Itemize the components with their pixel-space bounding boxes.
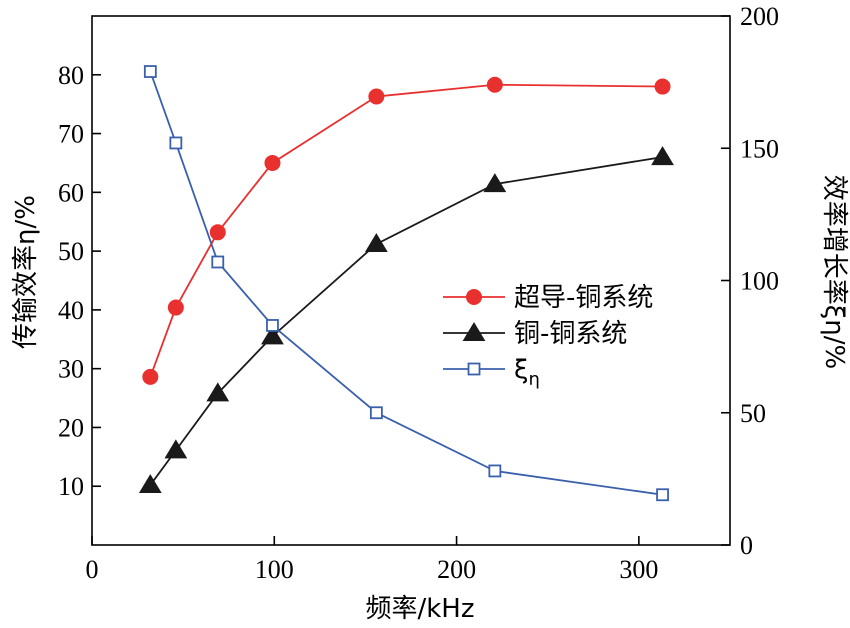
- data-point: [266, 319, 279, 332]
- y-tick-label: 70: [58, 120, 84, 149]
- sc-cu-series: [142, 76, 671, 385]
- data-point: [654, 78, 671, 95]
- x-tick-label: 0: [86, 555, 99, 584]
- data-point: [206, 382, 230, 402]
- y-tick-label: 30: [58, 355, 84, 384]
- data-point: [483, 173, 507, 193]
- legend-marker: [467, 362, 481, 376]
- series-layer: [138, 65, 674, 502]
- y-axis-title: 传输效率η/%: [11, 195, 41, 349]
- x-tick-label: 300: [619, 555, 658, 584]
- data-point: [142, 368, 159, 385]
- data-point: [143, 65, 157, 78]
- data-point: [209, 224, 226, 241]
- y-tick-label: 50: [58, 237, 84, 266]
- legend-label: 铜-铜系统: [514, 319, 627, 349]
- x-axis-title: 频率/kHz: [365, 594, 474, 624]
- data-point: [656, 488, 669, 502]
- data-point: [167, 299, 184, 316]
- y-tick-label: 40: [58, 296, 84, 325]
- plot-border: [91, 15, 731, 546]
- data-point: [264, 154, 281, 171]
- y-tick-label: 20: [58, 413, 84, 442]
- data-point: [368, 88, 385, 105]
- y2-tick-label: 50: [740, 399, 766, 428]
- data-point: [138, 474, 162, 494]
- y2-tick-label: 200: [740, 2, 779, 31]
- data-point: [169, 136, 183, 150]
- data-point: [211, 255, 225, 269]
- legend-label: ξη: [514, 355, 540, 390]
- data-point: [261, 325, 284, 345]
- y-tick-label: 80: [58, 61, 84, 90]
- ticks: 0 100 200 300 10 20 30 40 50 60 70 80 0 50 100 150 200: [58, 2, 779, 584]
- y-tick-label: 60: [58, 178, 84, 207]
- y2-tick-label: 100: [740, 267, 779, 296]
- data-point: [486, 76, 503, 93]
- legend-marker: [462, 322, 486, 341]
- cu-cu-series: [138, 146, 674, 494]
- legend-label: 超导-铜系统: [514, 283, 653, 313]
- data-point: [369, 406, 383, 420]
- y-tick-label: 10: [58, 472, 84, 501]
- data-point: [488, 464, 502, 478]
- x-tick-label: 100: [255, 555, 294, 584]
- data-point: [651, 146, 674, 166]
- y2-tick-label: 0: [740, 531, 753, 560]
- plot-frame: [91, 15, 731, 546]
- xi-eta-series: [143, 65, 669, 502]
- y2-axis-title: 效率增长率ξη/%: [819, 175, 849, 369]
- legend-marker: [466, 289, 482, 305]
- data-point: [364, 233, 388, 253]
- data-point: [164, 439, 188, 459]
- y2-tick-label: 150: [740, 134, 779, 163]
- x-tick-label: 200: [437, 555, 476, 584]
